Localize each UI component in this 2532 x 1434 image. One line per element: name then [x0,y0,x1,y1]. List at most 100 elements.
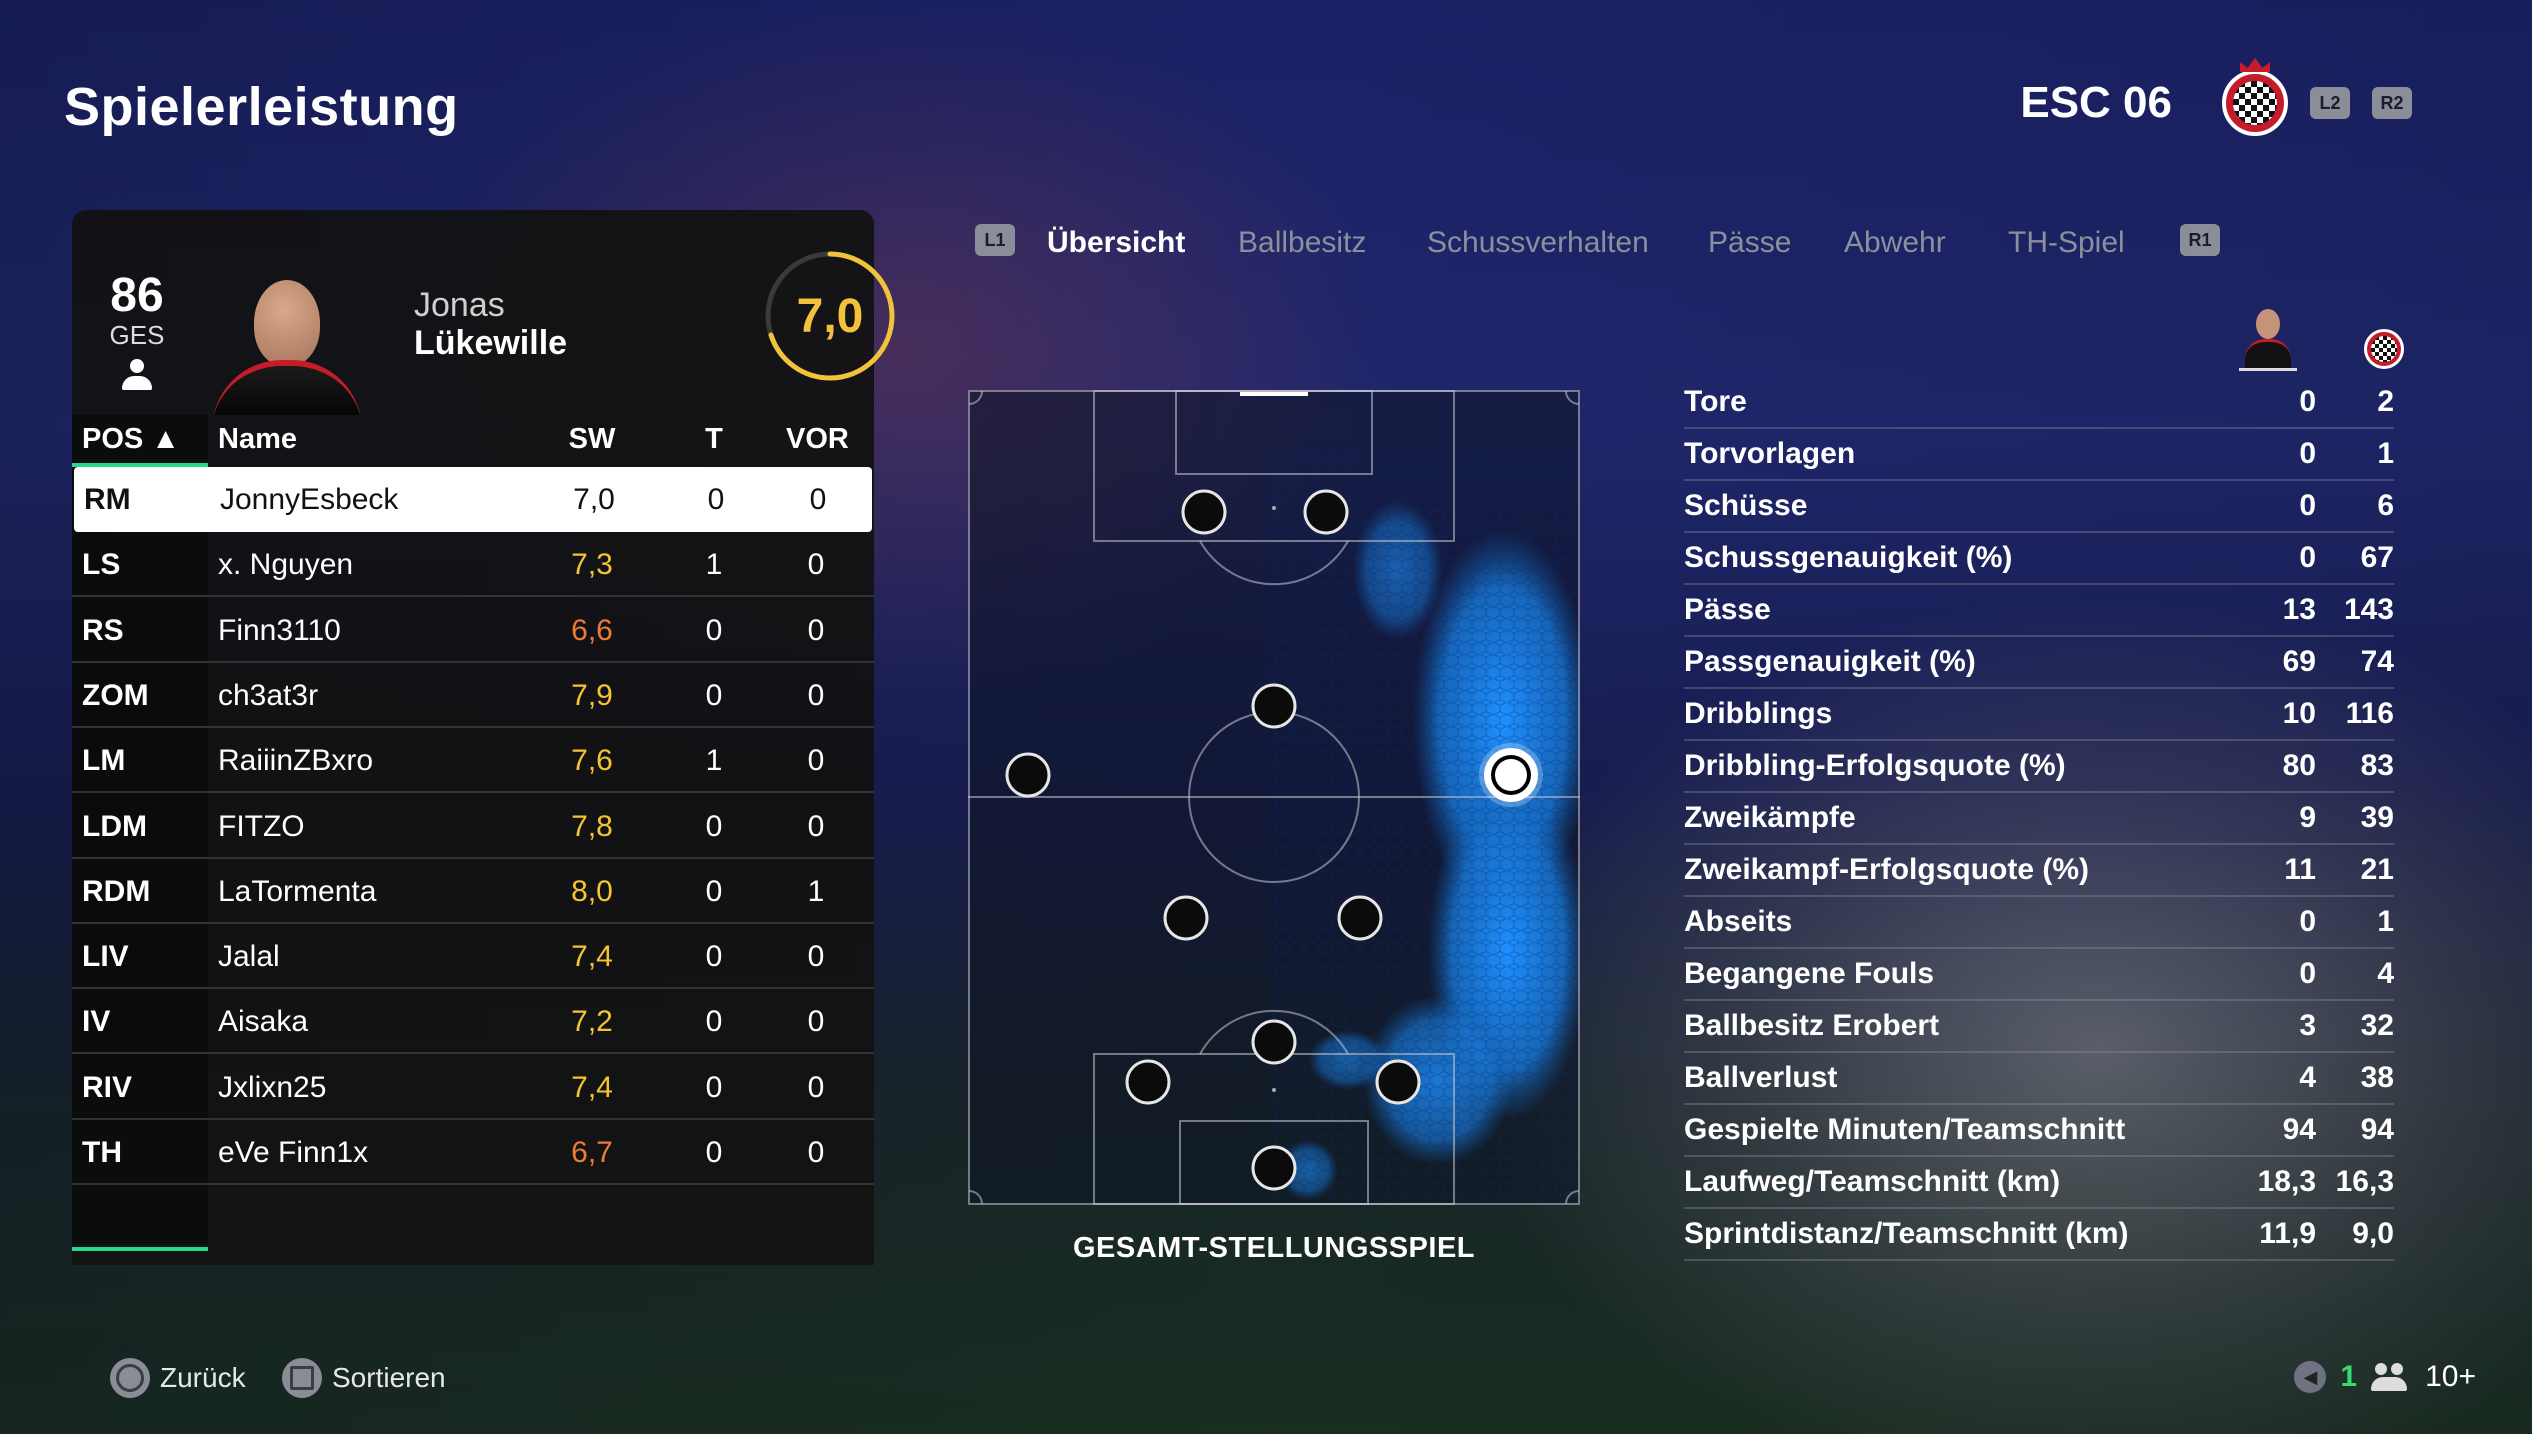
header-name[interactable]: Name [218,423,297,455]
back-label: Zurück [160,1362,246,1393]
row-name: JonnyEsbeck [220,483,399,516]
square-button-icon [282,1358,322,1398]
stat-team-value: 39 [2360,801,2394,834]
stat-row: Begangene Fouls 0 4 [1684,949,2394,1001]
row-pos: TH [82,1136,122,1169]
back-button[interactable]: Zurück [110,1358,246,1398]
stat-player-value: 11,9 [2259,1217,2316,1250]
table-row[interactable]: TH eVe Finn1x 6,7 0 0 [72,1120,874,1185]
stat-row: Schüsse 0 6 [1684,481,2394,533]
stat-player-value: 11 [2284,853,2316,886]
header-sw[interactable]: SW [568,423,616,455]
row-vor: 0 [807,548,825,582]
row-sw: 7,4 [571,940,613,974]
team-name: ESC 06 [2020,78,2172,127]
footer-status: ◀ 1 10+ [2294,1360,2476,1394]
row-vor: 0 [807,678,825,712]
row-name: ch3at3r [218,678,319,712]
table-row[interactable]: LDM FITZO 7,8 0 0 [72,794,874,859]
stat-row: Dribblings 10 116 [1684,689,2394,741]
row-sw: 6,7 [571,1136,613,1169]
row-pos: IV [82,1005,111,1039]
l2-button[interactable]: L2 [2310,87,2350,119]
row-pos: RM [84,483,131,516]
player-position-marker [1337,895,1383,941]
tab-th-spiel[interactable]: TH-Spiel [2008,226,2125,259]
table-row[interactable]: LS x. Nguyen 7,3 1 0 [72,532,874,598]
stat-team-value: 6 [2377,489,2394,522]
tab-schussverhalten[interactable]: Schussverhalten [1427,226,1649,259]
table-row[interactable]: ZOM ch3at3r 7,9 0 0 [72,663,874,728]
row-sw: 8,0 [571,874,613,908]
row-t: 1 [705,548,723,582]
team-crest-icon [2222,58,2288,136]
tab-ballbesitz[interactable]: Ballbesitz [1238,226,1367,259]
stat-player-value: 0 [2299,905,2316,938]
stat-team-value: 4 [2377,957,2394,990]
row-name: Jalal [218,940,280,974]
row-vor: 0 [807,809,825,843]
stat-player-value: 13 [2282,593,2316,626]
stat-player-value: 0 [2299,489,2316,522]
table-row[interactable]: IV Aisaka 7,2 0 0 [72,989,874,1055]
heatmap-area [1268,450,1593,1210]
stat-label: Dribblings [1684,697,1833,730]
stat-row: Schussgenauigkeit (%) 0 67 [1684,533,2394,585]
row-pos: ZOM [82,678,149,712]
stat-row: Zweikämpfe 9 39 [1684,793,2394,845]
page-title: Spielerleistung [64,77,459,137]
mic-count: 1 [2340,1360,2358,1393]
r2-button[interactable]: R2 [2372,87,2412,119]
stat-team-value: 38 [2360,1061,2394,1094]
circle-button-icon [110,1358,150,1398]
table-row[interactable]: RDM LaTormenta 8,0 0 1 [72,859,874,924]
tab-abwehr[interactable]: Abwehr [1844,226,1946,259]
row-t: 0 [705,1005,723,1039]
player-avatar [212,268,362,415]
stat-label: Abseits [1684,905,1793,938]
stat-team-value: 9,0 [2352,1217,2394,1250]
sort-button[interactable]: Sortieren [282,1358,446,1398]
r1-button[interactable]: R1 [2180,224,2220,256]
row-pos: LS [82,548,121,582]
stat-player-value: 9 [2299,801,2316,834]
row-t: 0 [705,613,723,647]
header-pos[interactable]: POS ▲ [82,423,181,455]
stat-player-value: 0 [2299,385,2316,418]
stat-row: Pässe 13 143 [1684,585,2394,637]
row-name: Aisaka [218,1005,309,1039]
stat-row: Ballbesitz Erobert 3 32 [1684,1001,2394,1053]
table-row[interactable]: RM JonnyEsbeck 7,0 0 0 [74,467,872,532]
tab-paesse[interactable]: Pässe [1708,226,1792,259]
header-vor[interactable]: VOR [786,423,849,455]
pitch-label: GESAMT-STELLUNGSSPIEL [1072,1232,1476,1264]
overall-value: 86 [110,269,164,322]
row-vor: 0 [807,1070,825,1104]
l1-button[interactable]: L1 [975,224,1015,256]
stat-label: Ballbesitz Erobert [1684,1009,1940,1042]
table-row[interactable]: LIV Jalal 7,4 0 0 [72,924,874,990]
positioning-heatmap [968,390,1593,1210]
sort-label: Sortieren [332,1362,446,1393]
stat-label: Torvorlagen [1684,437,1856,470]
stat-row: Torvorlagen 0 1 [1684,429,2394,481]
tab-uebersicht[interactable]: Übersicht [1047,226,1186,259]
table-row[interactable]: RS Finn3110 6,6 0 0 [72,598,874,663]
row-t: 0 [705,940,723,974]
header-t[interactable]: T [705,423,723,455]
stat-team-value: 74 [2360,645,2394,678]
stat-player-value: 80 [2282,749,2316,782]
table-row[interactable]: LM RaiiinZBxro 7,6 1 0 [72,728,874,794]
stat-label: Begangene Fouls [1684,957,1935,990]
row-vor: 0 [807,744,825,778]
match-rating-ring: 7,0 [762,248,898,384]
table-row[interactable]: RIV Jxlixn25 7,4 0 0 [72,1055,874,1120]
stat-label: Tore [1684,385,1747,418]
stat-label: Pässe [1684,593,1771,626]
stat-player-value: 4 [2299,1061,2316,1094]
row-sw: 6,6 [571,613,613,647]
player-position-marker [1251,1019,1297,1065]
row-t: 0 [705,678,723,712]
player-last-name: Lükewille [414,324,568,362]
stat-row: Gespielte Minuten/Teamschnitt 94 94 [1684,1105,2394,1157]
